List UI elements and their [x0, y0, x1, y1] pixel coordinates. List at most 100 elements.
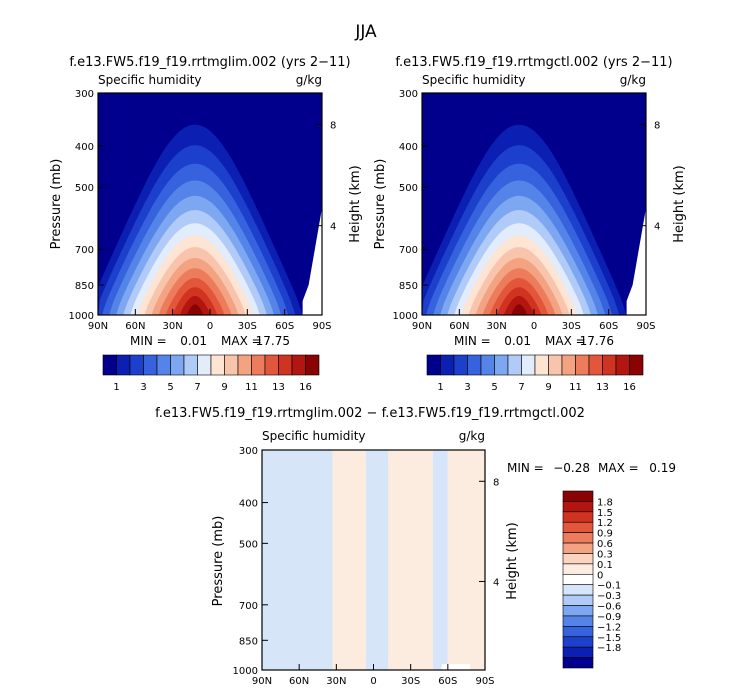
colorbar-swatch	[534, 354, 549, 376]
panel-rrtmglim: f.e13.FW5.f19_f19.rrtmglim.002 (yrs 2−11…	[49, 55, 363, 393]
colorbar-swatch	[629, 354, 644, 376]
colorbar-swatch	[197, 354, 212, 376]
colorbar-swatch	[440, 354, 455, 376]
colorbar-swatch	[291, 354, 306, 376]
x-tick-label: 30N	[326, 676, 346, 687]
x-tick-label: 90N	[88, 321, 108, 332]
colorbar-swatch	[602, 354, 617, 376]
y-tick-label: 400	[239, 499, 258, 510]
panel-units: g/kg	[620, 73, 646, 87]
x-tick-label: 30N	[163, 321, 183, 332]
panel-title: f.e13.FW5.f19_f19.rrtmglim.002 (yrs 2−11…	[69, 55, 350, 70]
colorbar-swatch	[562, 584, 594, 596]
x-tick-label: 0	[370, 676, 376, 687]
colorbar-label: −0.6	[597, 602, 621, 613]
colorbar-swatch	[156, 354, 171, 376]
colorbar-label: −1.5	[597, 633, 621, 644]
colorbar-label: 5	[491, 382, 497, 393]
colorbar-swatch	[562, 563, 594, 575]
colorbar-swatch	[562, 657, 594, 669]
contour-plot	[422, 93, 646, 315]
colorbar-swatch	[237, 354, 252, 376]
colorbar: 1 3 5 7 9 11 13 16	[426, 354, 644, 393]
colorbar-swatch	[562, 626, 594, 638]
x-tick-label: 30S	[401, 676, 420, 687]
missing-data-region	[626, 208, 646, 315]
panel-subtitle: Specific humidity	[422, 73, 526, 87]
colorbar-label: 0.3	[597, 549, 613, 560]
colorbar-swatch	[562, 490, 594, 502]
contour-level	[511, 304, 528, 315]
min-label: MIN =	[507, 461, 544, 475]
colorbar-label: 1.2	[597, 518, 613, 529]
y-right-tick-label: 4	[654, 222, 660, 233]
x-tick-label: 90S	[636, 321, 655, 332]
difference-band	[432, 450, 448, 670]
colorbar-label: 7	[194, 382, 200, 393]
plot-axes: 90N 60N 30N 0 30S 60S 90S 300 400 500 700 850 1000 8 4	[393, 89, 661, 332]
colorbar-swatch	[588, 354, 603, 376]
colorbar-swatch	[562, 594, 594, 606]
colorbar-swatch	[116, 354, 131, 376]
colorbar-swatch	[521, 354, 536, 376]
colorbar-label: 3	[464, 382, 470, 393]
y-tick-label: 700	[75, 245, 94, 256]
colorbar-swatch	[494, 354, 509, 376]
y-right-tick-label: 4	[330, 222, 336, 233]
y-axis-right-label: Height (km)	[505, 522, 520, 599]
colorbar: 1.81.51.20.90.60.30.10−0.1−0.3−0.6−0.9−1…	[562, 490, 621, 669]
max-value: 17.76	[580, 334, 614, 348]
colorbar-label: 0.6	[597, 539, 613, 550]
max-value: 17.75	[256, 334, 290, 348]
colorbar-label: −1.8	[597, 643, 621, 654]
max-label: MAX =	[221, 334, 262, 348]
y-axis-right-label: Height (km)	[672, 165, 687, 242]
y-axis-label: Pressure (mb)	[49, 159, 64, 250]
max-label: MAX =	[598, 461, 639, 475]
x-tick-label: 60N	[449, 321, 469, 332]
y-tick-label: 1000	[393, 311, 418, 322]
y-axis-label: Pressure (mb)	[211, 516, 226, 607]
difference-band	[366, 450, 389, 670]
x-tick-label: 0	[207, 321, 213, 332]
figure-title: JJA	[354, 22, 377, 42]
colorbar-swatch	[170, 354, 185, 376]
colorbar-label: −1.2	[597, 622, 621, 633]
colorbar-label: 9	[545, 382, 551, 393]
colorbar-swatch	[480, 354, 495, 376]
y-tick-label: 700	[399, 245, 418, 256]
colorbar-swatch	[210, 354, 225, 376]
y-tick-label: 500	[75, 183, 94, 194]
x-tick-label: 90N	[412, 321, 432, 332]
colorbar-label: 5	[167, 382, 173, 393]
panel-units: g/kg	[459, 429, 485, 443]
colorbar-swatch	[562, 532, 594, 544]
colorbar-swatch	[183, 354, 198, 376]
min-value: 0.01	[504, 334, 531, 348]
colorbar-swatch	[251, 354, 266, 376]
y-tick-label: 400	[75, 142, 94, 153]
colorbar-swatch	[575, 354, 590, 376]
colorbar: 1 3 5 7 9 11 13 16	[102, 354, 320, 393]
colorbar-label: 1	[437, 382, 443, 393]
colorbar-label: 7	[518, 382, 524, 393]
y-tick-label: 300	[239, 446, 258, 457]
x-tick-label: 30S	[562, 321, 581, 332]
colorbar-label: 1.5	[597, 508, 613, 519]
colorbar-swatch	[507, 354, 522, 376]
colorbar-swatch	[562, 646, 594, 658]
colorbar-label: 16	[299, 382, 312, 393]
y-tick-label: 300	[399, 89, 418, 100]
panel-subtitle: Specific humidity	[98, 73, 202, 87]
y-axis-label: Pressure (mb)	[373, 159, 388, 250]
max-value: 0.19	[649, 461, 676, 475]
y-tick-label: 1000	[69, 311, 94, 322]
plot-axes: 90N 60N 30N 0 30S 60S 90S 300 400 500 700 850 1000 8 4	[233, 446, 500, 687]
colorbar-swatch	[453, 354, 468, 376]
colorbar-swatch	[143, 354, 158, 376]
x-tick-label: 90S	[312, 321, 331, 332]
min-label: MIN =	[454, 334, 491, 348]
colorbar-label: 0.9	[597, 529, 613, 540]
min-label: MIN =	[130, 334, 167, 348]
y-tick-label: 850	[239, 636, 258, 647]
